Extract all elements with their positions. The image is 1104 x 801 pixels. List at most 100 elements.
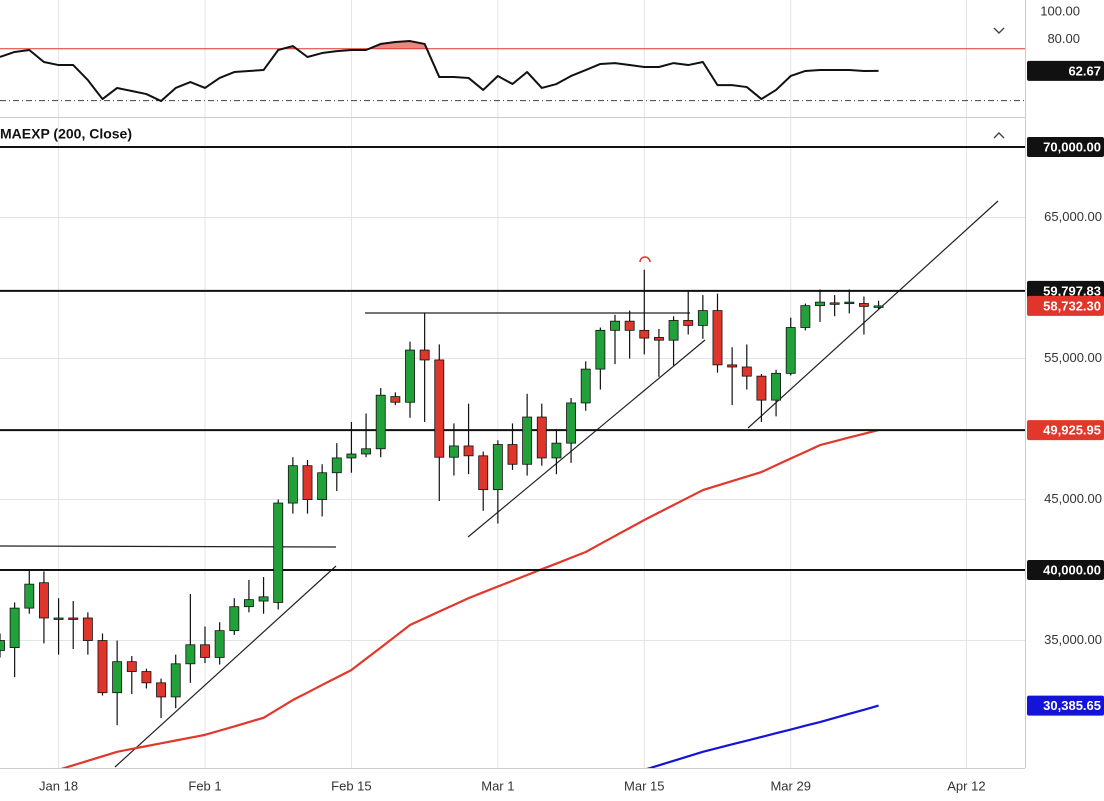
- candle-body: [844, 301, 855, 305]
- candle-body: [815, 301, 825, 307]
- candle-body: [419, 349, 430, 361]
- price-label-box: [1027, 420, 1104, 441]
- alert-marker: [639, 256, 651, 263]
- candle-body: [390, 396, 401, 403]
- trend-line: [114, 565, 337, 768]
- candle-body: [712, 310, 723, 366]
- price-label-box: [1027, 295, 1104, 316]
- x-tick-label: Mar 29: [770, 778, 810, 793]
- candle-body: [82, 617, 93, 641]
- candle-body: [463, 445, 474, 457]
- price-label-box: [1027, 560, 1104, 581]
- candle-body: [610, 320, 620, 331]
- candle-body: [9, 607, 20, 648]
- price-panel: [0, 146, 1025, 768]
- price-label-box: [1027, 280, 1104, 301]
- candle-body: [566, 402, 577, 444]
- collapse-icon[interactable]: [993, 27, 1005, 34]
- trend-line: [467, 339, 706, 538]
- candle-body: [331, 457, 342, 474]
- candle-body: [536, 416, 547, 459]
- price-label: 58,732.30: [1043, 298, 1101, 313]
- candle-body: [317, 472, 328, 500]
- candle-body: [448, 445, 459, 458]
- candle-body: [478, 455, 489, 491]
- candle-body: [653, 336, 664, 341]
- candle-body: [771, 372, 782, 401]
- candle-body: [697, 310, 708, 326]
- x-tick-label: Feb 15: [331, 778, 371, 793]
- candle-body: [873, 305, 884, 308]
- x-tick-label: Feb 1: [188, 778, 221, 793]
- candle-body: [126, 661, 137, 672]
- candle-body: [507, 444, 518, 465]
- candle-body: [38, 582, 49, 619]
- candle-body: [580, 368, 591, 404]
- price-label-box: [1027, 60, 1104, 81]
- trend-line: [747, 200, 999, 429]
- moving-average: [646, 704, 879, 768]
- candle-body: [639, 329, 650, 339]
- price-label: 30,385.65: [1043, 698, 1101, 713]
- candle-body: [741, 366, 752, 377]
- y-tick-label: 55,000.00: [1044, 350, 1102, 365]
- candle-body: [668, 320, 679, 341]
- candle-body: [434, 359, 445, 458]
- price-label-box: [1027, 695, 1104, 716]
- price-label-box: [1027, 137, 1104, 158]
- y-tick-label: 35,000.00: [1044, 632, 1102, 647]
- rsi-line: [0, 40, 879, 103]
- candle-body: [829, 302, 840, 305]
- y-tick-label: 45,000.00: [1044, 491, 1102, 506]
- x-tick-label: Apr 12: [947, 778, 985, 793]
- candle-body: [595, 329, 606, 370]
- x-tick-label: Jan 18: [39, 778, 78, 793]
- y-tick-label: 80.00: [1047, 31, 1080, 46]
- candle-body: [346, 453, 357, 459]
- candle-body: [287, 465, 298, 504]
- candle-body: [258, 596, 269, 602]
- candle-body: [683, 320, 694, 326]
- candle-body: [624, 320, 635, 331]
- candle-body: [756, 375, 767, 401]
- expand-icon[interactable]: [993, 132, 1005, 139]
- candle-body: [302, 465, 313, 500]
- x-tick-label: Mar 1: [481, 778, 514, 793]
- candle-body: [170, 663, 181, 698]
- candle-body: [273, 502, 284, 603]
- price-label: 49,925.95: [1043, 423, 1101, 438]
- candle-body: [68, 617, 79, 620]
- candle-body: [156, 682, 167, 698]
- candle-body: [24, 583, 35, 609]
- candle-body: [141, 671, 152, 684]
- candle-body: [53, 617, 64, 620]
- candle-body: [800, 305, 811, 328]
- candle-body: [97, 640, 108, 694]
- label-layer: 100.00 80.00 62.67 Jan 18 Feb 1 Feb 15 Mar 1 Ma…: [39, 3, 1104, 793]
- candle-body: [229, 606, 240, 632]
- moving-average: [60, 429, 879, 768]
- candle-body: [375, 394, 386, 450]
- candle-body: [522, 416, 533, 465]
- y-tick-label: 100.00: [1040, 3, 1080, 18]
- candle-body: [200, 644, 210, 658]
- indicator-title: MAEXP (200, Close): [0, 126, 132, 142]
- candle-body: [551, 442, 562, 459]
- candle-body: [858, 303, 869, 307]
- x-tick-label: Mar 15: [624, 778, 664, 793]
- candle-body: [185, 644, 196, 665]
- price-label: 62.67: [1068, 63, 1101, 78]
- candle-body: [405, 349, 415, 403]
- candle-body: [727, 364, 738, 368]
- candle-body: [243, 599, 254, 608]
- price-label: 70,000.00: [1043, 139, 1101, 154]
- y-tick-label: 65,000.00: [1044, 209, 1102, 224]
- candle-body: [785, 327, 796, 374]
- candle-body: [492, 444, 503, 491]
- candle-body: [214, 630, 225, 658]
- price-label: 59,797.83: [1043, 283, 1101, 298]
- candle-body: [112, 661, 123, 694]
